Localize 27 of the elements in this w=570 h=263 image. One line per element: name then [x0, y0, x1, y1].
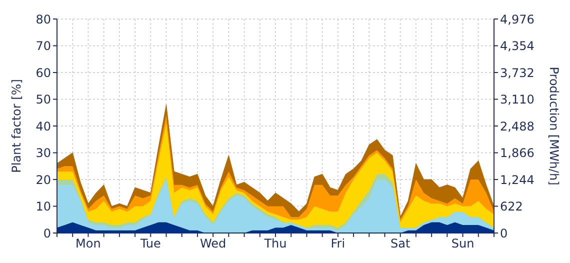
y-tick-label: 80: [36, 12, 51, 26]
y2-tick-label: 4,976: [500, 12, 534, 26]
y-tick-label: 30: [36, 146, 51, 160]
y2-tick-label: 3,732: [500, 66, 534, 80]
x-tick-label: Mon: [76, 236, 101, 251]
y-tick-label: 60: [36, 66, 51, 80]
y2-tick-label: 2,488: [500, 119, 534, 134]
x-tick-label: Fri: [330, 236, 346, 251]
x-tick-label: Sun: [451, 236, 474, 251]
y2-tick-label: 3,110: [500, 92, 534, 107]
y2-axis-title: Production [MWh/h]: [546, 66, 561, 186]
y2-tick-label: 1,244: [500, 172, 534, 187]
y2-tick-label: 4,354: [500, 39, 534, 54]
y-tick-label: 40: [36, 119, 51, 134]
x-tick-label: Wed: [200, 236, 226, 251]
y-tick-label: 20: [36, 172, 51, 187]
x-tick-label: Thu: [263, 236, 287, 251]
y-tick-label: 70: [36, 39, 51, 54]
y-tick-label: 10: [36, 200, 51, 214]
y-tick-label: 0: [43, 226, 51, 240]
y2-tick-label: 622: [500, 200, 523, 214]
y2-tick-label: 1,866: [500, 146, 534, 160]
x-tick-label: Tue: [139, 236, 161, 251]
y-axis-title: Plant factor [%]: [9, 79, 24, 173]
x-tick-label: Sat: [390, 236, 410, 251]
y2-tick-label: 0: [500, 226, 508, 240]
y-tick-label: 50: [36, 92, 51, 107]
